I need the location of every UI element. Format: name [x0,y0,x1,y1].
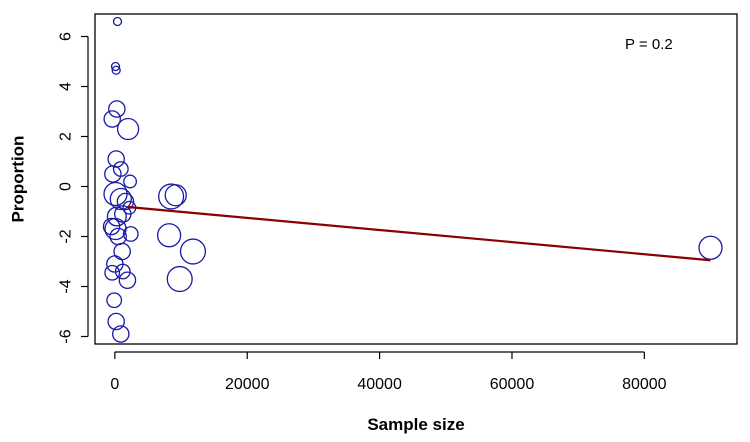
data-point [106,206,127,227]
data-point [111,65,121,75]
data-point [114,263,131,280]
data-point [122,226,139,242]
data-point [102,217,121,236]
x-tick-label: 40000 [357,376,402,393]
data-point [108,100,126,118]
y-tick-label: -2 [58,229,75,243]
plot-frame [94,13,738,345]
data-point [112,16,123,27]
data-point [118,271,137,290]
y-tick-label: 2 [58,132,75,141]
y-tick-label: 0 [58,182,75,191]
data-point [116,117,140,141]
data-point [123,174,138,189]
y-tick-label: -4 [58,279,75,293]
y-axis: -6 -4 -2 0 2 4 6 [58,32,89,344]
data-points [102,16,723,343]
data-point [112,325,130,343]
regression-line [127,205,711,262]
data-point [106,292,123,309]
x-tick-label: 60000 [490,376,535,393]
data-point [156,223,182,248]
x-tick-label: 20000 [225,376,270,393]
x-axis-title: Sample size [367,415,464,434]
y-tick-label: -6 [58,329,75,343]
data-point [104,165,122,183]
data-point [104,264,121,281]
data-point [110,61,121,72]
data-point [179,238,207,265]
data-point [116,192,135,211]
data-point [164,184,187,207]
x-tick-label: 0 [110,376,119,393]
data-point [166,265,193,293]
y-tick-label: 6 [58,32,75,41]
data-point [107,312,125,331]
p-value-annotation: P = 0.2 [625,36,673,53]
data-point [698,235,723,260]
y-axis-title: Proportion [9,136,28,223]
x-tick-label: 80000 [622,376,667,393]
data-point [113,242,131,261]
data-point [103,110,121,128]
data-point [109,187,132,211]
data-point [107,150,125,168]
x-axis: 0 20000 40000 60000 80000 [110,351,667,393]
data-point [158,183,185,210]
y-tick-label: 4 [58,82,75,91]
